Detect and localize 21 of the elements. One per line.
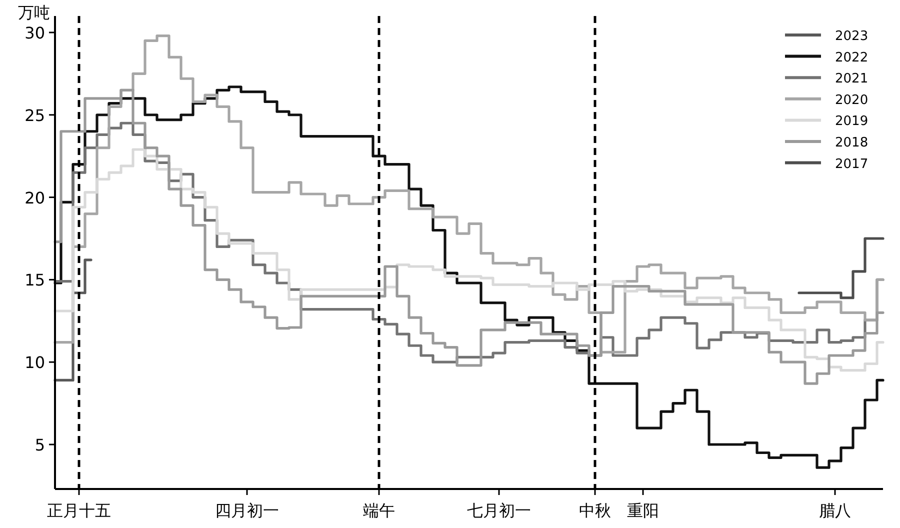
y-tick-label: 15 [24,270,45,290]
legend-label: 2019 [835,114,868,130]
x-tick-label: 中秋 [579,501,611,520]
legend-label: 2021 [835,72,868,87]
x-tick-label: 正月十五 [47,501,111,520]
legend-label: 2023 [835,29,868,44]
x-tick-label: 四月初一 [215,501,279,520]
y-tick-label: 30 [24,23,45,42]
y-tick-label: 10 [24,353,45,372]
legend-label: 2017 [835,156,868,172]
legend-label: 2022 [835,50,868,66]
legend-label: 2018 [835,136,868,150]
x-tick-label: 重阳 [627,501,659,520]
x-tick-label: 腊八 [819,501,851,520]
y-axis-title: 万吨 [18,3,50,22]
legend-label: 2020 [835,92,868,108]
x-tick-label: 七月初一 [467,501,531,520]
y-tick-label: 25 [24,106,45,125]
y-tick-label: 20 [24,188,45,208]
x-tick-label: 端午 [363,501,395,520]
y-tick-label: 5 [34,436,45,454]
